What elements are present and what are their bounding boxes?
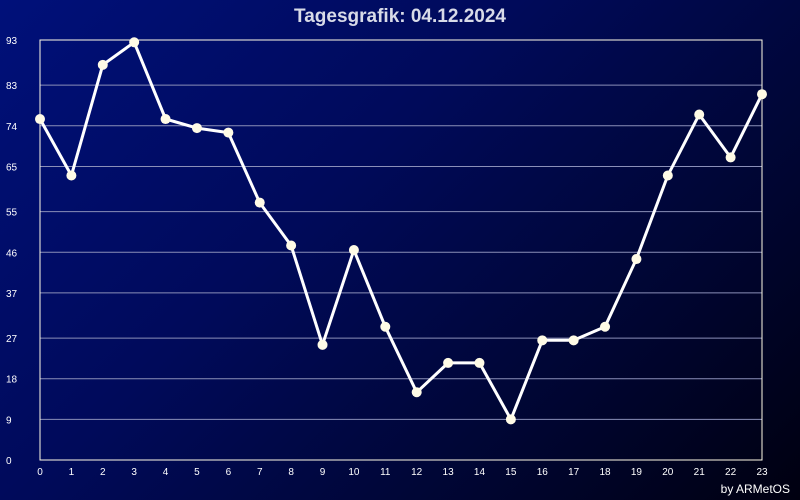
data-point [568,335,579,346]
x-tick-label: 10 [348,467,360,478]
plot-frame [39,39,763,461]
x-tick-label: 3 [131,467,137,478]
data-point [694,109,705,120]
x-tick-label: 18 [599,467,611,478]
data-point [474,357,485,368]
data-point [223,127,234,138]
data-point [505,414,516,425]
y-tick-label: 74 [6,122,18,133]
data-point [725,152,736,163]
data-point [380,321,391,332]
y-tick-label: 9 [6,415,12,426]
data-point [160,114,171,125]
x-tick-label: 11 [380,467,391,478]
x-tick-label: 5 [194,467,200,478]
x-tick-label: 0 [37,467,43,478]
x-tick-label: 1 [69,467,75,478]
y-tick-label: 37 [6,289,18,300]
y-tick-label: 65 [6,162,18,173]
x-tick-label: 22 [725,467,737,478]
y-tick-label: 18 [6,375,18,386]
x-tick-label: 15 [505,467,517,478]
y-tick-label: 46 [6,248,18,259]
series-line [38,40,764,421]
x-axis-tick-labels: 0 1 2 3 4 5 6 7 8 9 10 11 12 13 14 15 16 17 18 19 20 21 22 23 [37,467,768,478]
credit-label: by ARMetOS [720,482,790,496]
data-point [662,170,673,181]
x-tick-label: 4 [163,467,169,478]
x-tick-label: 6 [226,467,232,478]
y-axis-tick-labels: 0 9 18 27 37 46 55 65 74 83 93 [6,36,18,467]
x-tick-label: 14 [474,467,486,478]
x-tick-label: 17 [568,467,580,478]
x-tick-label: 7 [257,467,263,478]
data-point [66,170,77,181]
data-point [537,335,548,346]
y-tick-label: 55 [6,208,18,219]
data-point [254,197,265,208]
x-tick-label: 16 [537,467,549,478]
y-tick-label: 27 [6,334,18,345]
y-tick-label: 0 [6,456,12,467]
x-tick-label: 21 [694,467,706,478]
data-point [97,59,108,70]
x-tick-label: 23 [756,467,768,478]
data-point [443,357,454,368]
data-point [757,89,767,100]
data-point [129,37,140,48]
data-point [631,254,642,265]
x-tick-label: 8 [288,467,294,478]
x-tick-label: 20 [662,467,674,478]
x-tick-label: 2 [100,467,106,478]
data-point [348,245,359,255]
x-tick-label: 12 [411,467,423,478]
data-point [600,321,611,332]
data-point [411,387,422,398]
data-points [35,37,767,425]
chart-title: Tagesgrafik: 04.12.2024 [294,6,506,27]
x-tick-label: 19 [631,467,643,478]
y-tick-label: 93 [6,36,18,47]
data-point [317,339,328,350]
x-tick-label: 13 [443,467,455,478]
data-point [286,240,297,251]
data-point [191,123,202,134]
data-point [35,114,45,125]
y-tick-label: 83 [6,81,18,92]
x-tick-label: 9 [320,467,326,478]
grid-lines [40,84,762,420]
